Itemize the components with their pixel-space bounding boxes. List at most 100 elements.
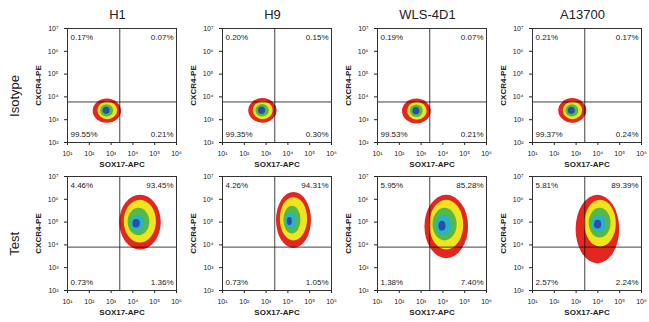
svg-text:99.55%99.55: 99.55%99.55 <box>71 130 98 139</box>
svg-text:10⁶: 10⁶ <box>326 150 337 157</box>
svg-text:99.37%99.37: 99.37%99.37 <box>536 130 563 139</box>
svg-text:0.73%0.73: 0.73%0.73 <box>226 278 249 287</box>
svg-text:1.36%1.36: 1.36%1.36 <box>151 278 174 287</box>
svg-text:10⁵: 10⁵ <box>614 150 625 157</box>
svg-text:10⁷: 10⁷ <box>513 173 524 180</box>
svg-text:10⁶: 10⁶ <box>171 298 182 305</box>
svg-text:10³: 10³ <box>358 264 369 271</box>
svg-text:10¹: 10¹ <box>372 150 383 157</box>
svg-text:SOX17-APC: SOX17-APC <box>409 160 455 169</box>
svg-text:10⁷: 10⁷ <box>513 25 524 32</box>
svg-text:0.07%0.07: 0.07%0.07 <box>461 33 484 42</box>
svg-text:10⁷: 10⁷ <box>358 173 369 180</box>
svg-text:10³: 10³ <box>48 264 59 271</box>
svg-text:10³: 10³ <box>106 150 117 157</box>
svg-text:5.95%5.95: 5.95%5.95 <box>381 181 404 190</box>
svg-text:10⁵: 10⁵ <box>149 298 160 305</box>
svg-text:85.28%85.28: 85.28%85.28 <box>456 181 483 190</box>
svg-text:10³: 10³ <box>571 298 582 305</box>
svg-text:10³: 10³ <box>513 116 524 123</box>
svg-text:10²: 10² <box>358 287 369 294</box>
svg-text:SOX17-APC: SOX17-APC <box>409 308 455 317</box>
svg-text:10⁵: 10⁵ <box>513 218 524 225</box>
svg-text:10³: 10³ <box>261 298 272 305</box>
svg-text:10⁵: 10⁵ <box>304 298 315 305</box>
svg-text:10⁶: 10⁶ <box>171 150 182 157</box>
svg-text:10⁴: 10⁴ <box>358 241 369 248</box>
svg-text:10⁶: 10⁶ <box>326 298 337 305</box>
svg-text:1.05%1.05: 1.05%1.05 <box>306 278 329 287</box>
svg-text:SOX17-APC: SOX17-APC <box>254 308 300 317</box>
svg-text:10⁴: 10⁴ <box>203 241 214 248</box>
svg-text:10¹: 10¹ <box>62 150 73 157</box>
svg-text:10³: 10³ <box>513 264 524 271</box>
svg-text:10⁶: 10⁶ <box>636 298 647 305</box>
svg-text:5.81%5.81: 5.81%5.81 <box>536 181 559 190</box>
svg-text:10²: 10² <box>84 298 95 305</box>
svg-text:10³: 10³ <box>106 298 117 305</box>
svg-text:10⁵: 10⁵ <box>459 150 470 157</box>
svg-text:10⁶: 10⁶ <box>513 196 524 203</box>
svg-text:10⁴: 10⁴ <box>438 298 449 305</box>
svg-text:10¹: 10¹ <box>217 150 228 157</box>
svg-text:10²: 10² <box>84 150 95 157</box>
svg-text:0.19%0.19: 0.19%0.19 <box>381 33 404 42</box>
svg-text:10⁶: 10⁶ <box>481 150 492 157</box>
svg-text:CXCR4-PE: CXCR4-PE <box>499 213 508 254</box>
svg-text:4.26%4.26: 4.26%4.26 <box>226 181 249 190</box>
svg-text:99.35%99.35: 99.35%99.35 <box>226 130 253 139</box>
svg-text:0.21%0.21: 0.21%0.21 <box>461 130 484 139</box>
svg-text:CXCR4-PE: CXCR4-PE <box>499 65 508 106</box>
svg-text:10⁵: 10⁵ <box>614 298 625 305</box>
svg-text:10⁷: 10⁷ <box>48 173 59 180</box>
svg-text:10⁷: 10⁷ <box>358 25 369 32</box>
svg-text:CXCR4-PE: CXCR4-PE <box>344 213 353 254</box>
svg-text:10⁶: 10⁶ <box>358 196 369 203</box>
svg-text:10²: 10² <box>513 287 524 294</box>
svg-text:10²: 10² <box>358 139 369 146</box>
svg-text:10⁴: 10⁴ <box>438 150 449 157</box>
svg-text:10¹: 10¹ <box>527 298 538 305</box>
svg-text:SOX17-APC: SOX17-APC <box>564 160 610 169</box>
svg-text:10⁵: 10⁵ <box>358 70 369 77</box>
svg-text:94.31%94.31: 94.31%94.31 <box>301 181 328 190</box>
svg-text:99.53%99.53: 99.53%99.53 <box>381 130 408 139</box>
svg-text:10³: 10³ <box>416 150 427 157</box>
svg-text:10⁶: 10⁶ <box>513 48 524 55</box>
svg-text:10²: 10² <box>549 298 560 305</box>
svg-text:10²: 10² <box>394 150 405 157</box>
svg-text:10²: 10² <box>549 150 560 157</box>
svg-text:2.24%2.24: 2.24%2.24 <box>616 278 639 287</box>
svg-text:10³: 10³ <box>203 264 214 271</box>
svg-text:10²: 10² <box>513 139 524 146</box>
svg-text:CXCR4-PE: CXCR4-PE <box>34 213 43 254</box>
svg-text:0.24%0.24: 0.24%0.24 <box>616 130 639 139</box>
svg-text:0.20%0.2: 0.20%0.2 <box>226 33 249 42</box>
svg-text:0.17%0.17: 0.17%0.17 <box>71 33 94 42</box>
svg-text:0.15%0.15: 0.15%0.15 <box>306 33 329 42</box>
svg-text:10⁶: 10⁶ <box>48 48 59 55</box>
svg-text:10³: 10³ <box>571 150 582 157</box>
svg-text:10²: 10² <box>203 287 214 294</box>
svg-text:10⁷: 10⁷ <box>203 25 214 32</box>
svg-text:10⁴: 10⁴ <box>358 93 369 100</box>
svg-text:10³: 10³ <box>261 150 272 157</box>
svg-text:10⁴: 10⁴ <box>513 93 524 100</box>
svg-text:10⁴: 10⁴ <box>128 298 139 305</box>
svg-text:10³: 10³ <box>416 298 427 305</box>
svg-text:SOX17-APC: SOX17-APC <box>99 308 145 317</box>
svg-text:10⁴: 10⁴ <box>128 150 139 157</box>
svg-text:10⁵: 10⁵ <box>149 150 160 157</box>
svg-text:CXCR4-PE: CXCR4-PE <box>189 65 198 106</box>
svg-text:10⁵: 10⁵ <box>513 70 524 77</box>
svg-text:0.07%0.07: 0.07%0.07 <box>151 33 174 42</box>
svg-text:10⁶: 10⁶ <box>203 48 214 55</box>
svg-text:SOX17-APC: SOX17-APC <box>564 308 610 317</box>
svg-text:10⁶: 10⁶ <box>636 150 647 157</box>
svg-text:10¹: 10¹ <box>217 298 228 305</box>
svg-text:10²: 10² <box>239 150 250 157</box>
svg-text:0.21%0.21: 0.21%0.21 <box>151 130 174 139</box>
svg-text:10⁴: 10⁴ <box>513 241 524 248</box>
svg-text:10⁴: 10⁴ <box>283 298 294 305</box>
svg-text:10⁴: 10⁴ <box>593 298 604 305</box>
